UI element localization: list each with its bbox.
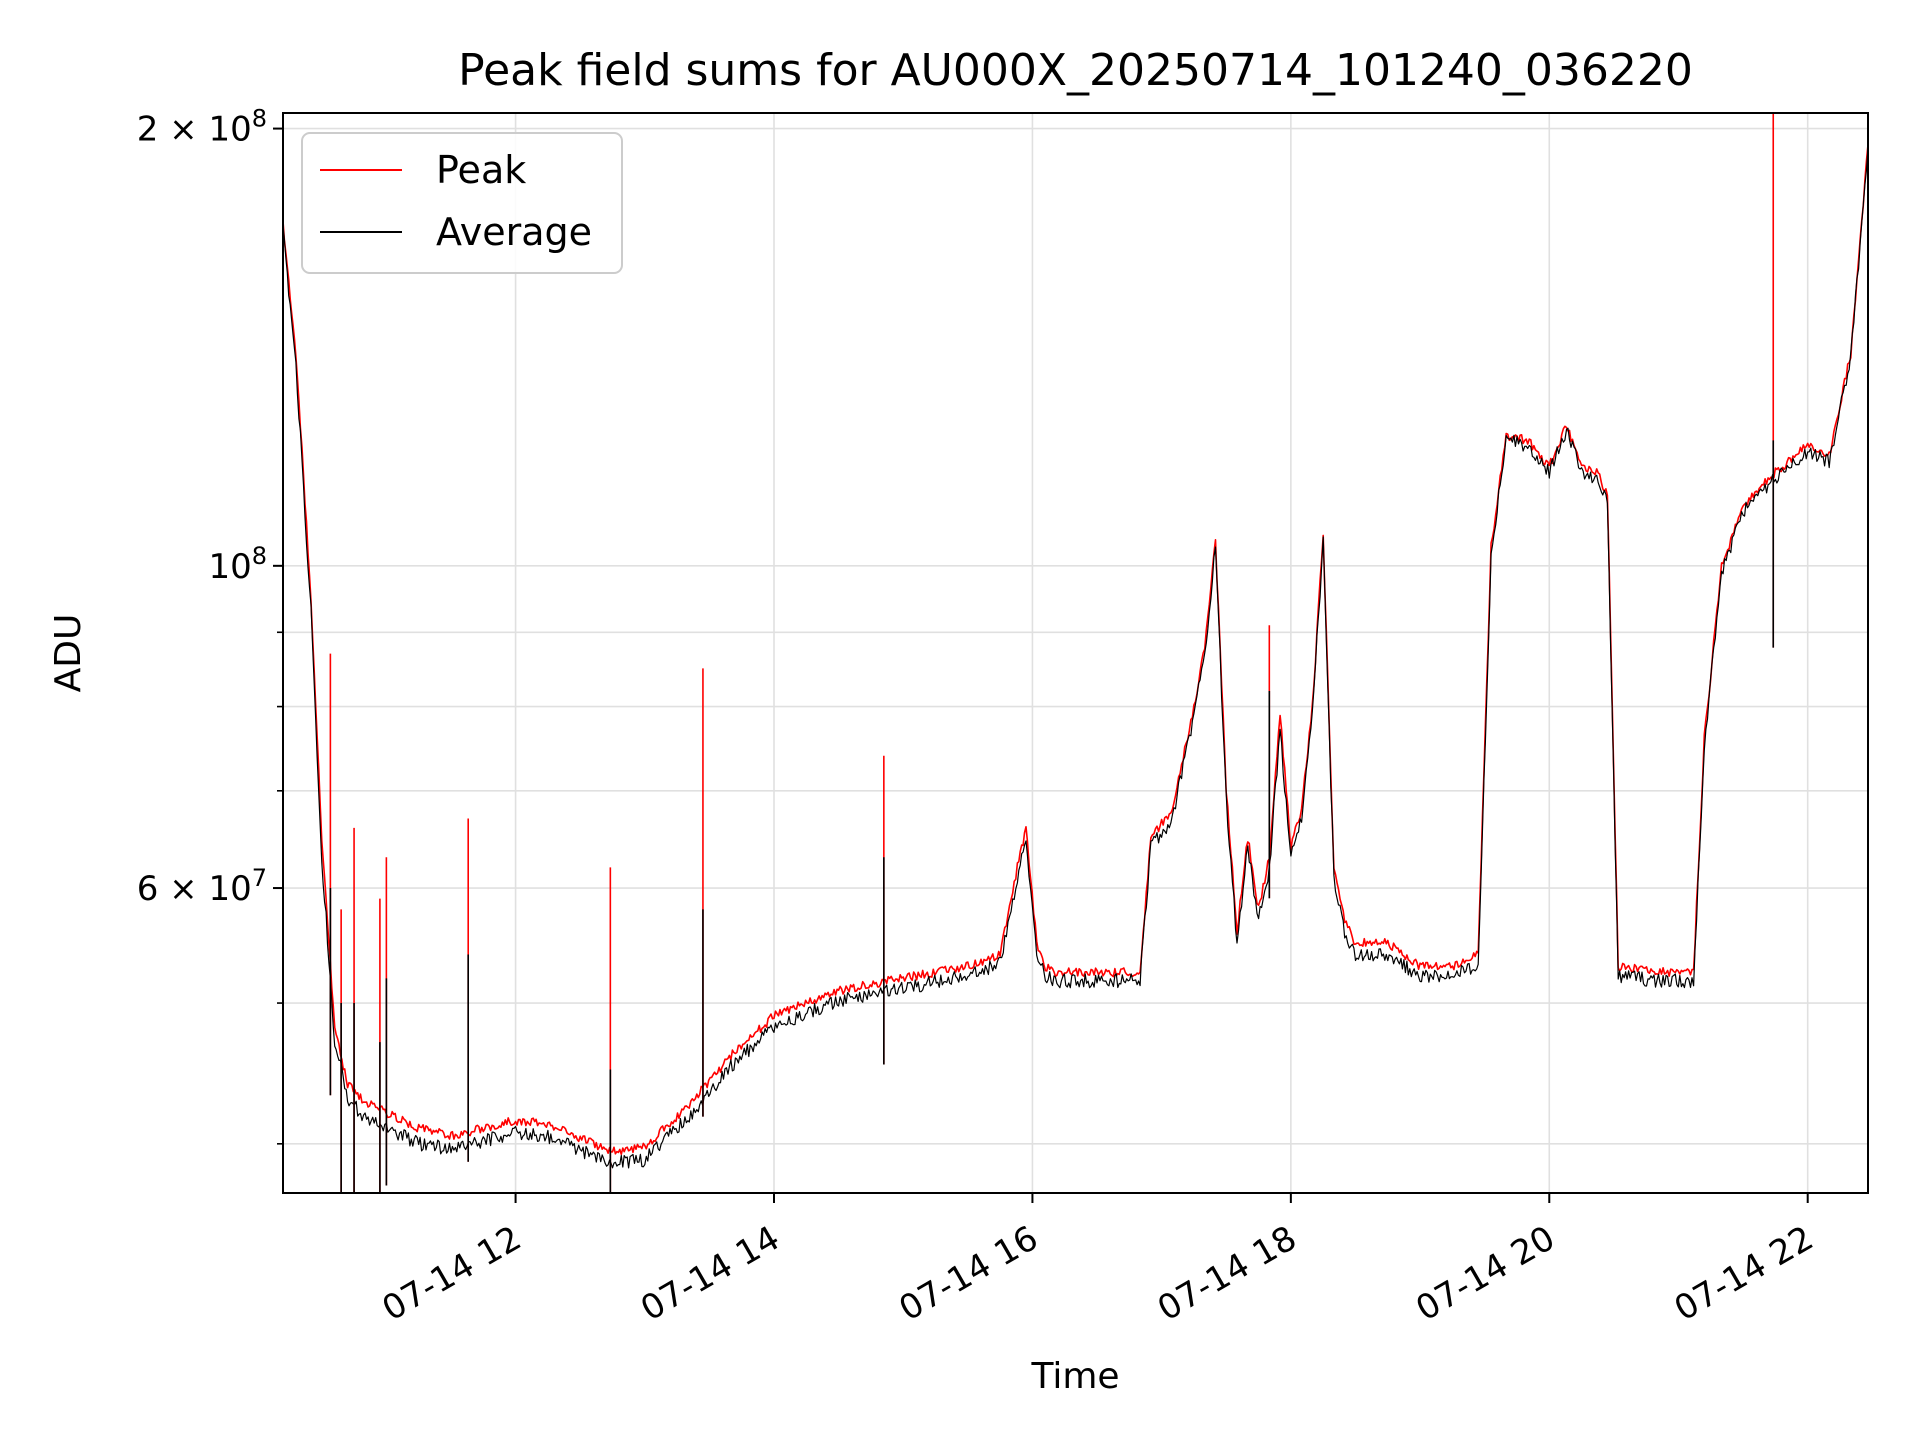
y-axis-title: ADU <box>48 614 89 693</box>
legend-label: Peak <box>436 148 526 192</box>
legend: Peak Average <box>301 132 623 274</box>
y-tick-label: 108 <box>208 542 267 587</box>
series-line-average <box>282 147 1869 1169</box>
y-tick-label: 2 × 108 <box>137 105 267 150</box>
x-axis-title: Time <box>1030 1356 1119 1397</box>
legend-box <box>301 132 623 274</box>
plot-lines <box>282 113 1869 1193</box>
chart-title: Peak field sums for AU000X_20250714_1012… <box>458 45 1693 96</box>
axes-frame <box>282 112 1869 1194</box>
legend-label: Average <box>436 210 592 254</box>
series-line-peak <box>282 144 1869 1156</box>
y-tick-label: 6 × 107 <box>137 864 267 909</box>
grid <box>283 113 1868 1193</box>
